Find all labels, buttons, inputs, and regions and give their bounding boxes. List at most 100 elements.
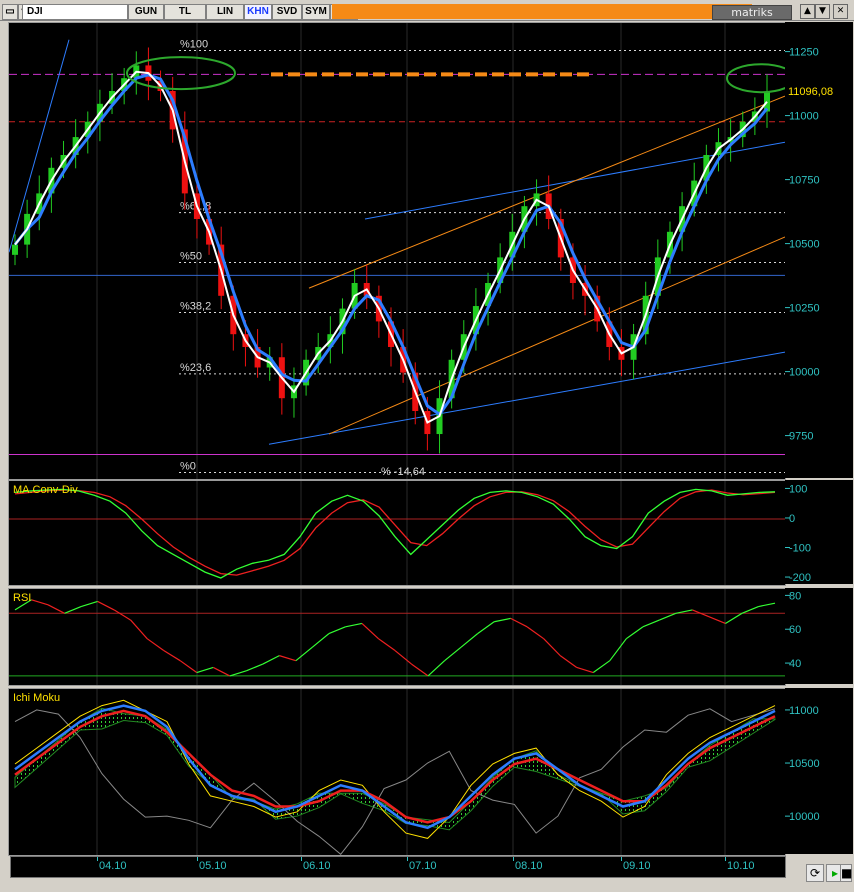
rsi-segment xyxy=(378,638,396,652)
date-tick xyxy=(725,857,726,861)
rsi-segment xyxy=(113,609,131,621)
y-tick-label: 10500 xyxy=(789,239,820,251)
rsi-title: RSI xyxy=(13,592,32,604)
rsi-segment xyxy=(345,622,363,628)
trend-lower xyxy=(328,236,786,435)
date-tick xyxy=(513,857,514,861)
y-tick-label: 10500 xyxy=(789,758,820,770)
macd-panel[interactable]: MA.Conv-Div xyxy=(8,480,786,586)
early-trend xyxy=(8,39,70,253)
ichimoku-title: Ichi Moku xyxy=(13,692,61,704)
ma-fast-line xyxy=(14,70,768,424)
brand-logo: matriks xyxy=(712,5,792,20)
rsi-segment xyxy=(758,602,776,608)
candle-body xyxy=(764,92,770,112)
toolbar-button-gun[interactable]: GUN xyxy=(128,4,164,20)
rsi-segment xyxy=(675,609,693,614)
min-percent-label: % -14,64 xyxy=(381,466,425,478)
rsi-segment xyxy=(47,604,65,614)
rsi-segment xyxy=(625,626,644,640)
y-tick-label: 80 xyxy=(789,590,801,602)
toolbar-button-sym[interactable]: SYM xyxy=(302,4,330,20)
y-tick-label: 10750 xyxy=(789,175,820,187)
toolbar-button-svd[interactable]: SVD xyxy=(272,4,302,20)
trend-upper xyxy=(308,95,786,289)
y-tick-label: -200 xyxy=(789,572,811,584)
rsi-segment xyxy=(31,599,49,606)
kijun-line xyxy=(14,709,776,824)
y-tick-label: 11000 xyxy=(789,111,819,123)
rsi-segment xyxy=(64,605,82,614)
ma-slow-line xyxy=(13,73,769,417)
rsi-segment xyxy=(295,646,313,662)
y-tick-label: 0 xyxy=(789,513,795,525)
date-tick-label: 09.10 xyxy=(623,860,651,872)
date-tick xyxy=(301,857,302,861)
rsi-segment xyxy=(725,612,743,624)
rsi-segment xyxy=(196,666,214,674)
rsi-segment xyxy=(411,663,429,677)
toolbar-button-lin[interactable]: LIN xyxy=(206,4,244,20)
fib-level-label: %23,6 xyxy=(180,362,211,374)
rsi-segment xyxy=(543,638,561,657)
rsi-segment xyxy=(609,638,627,662)
ichimoku-chart[interactable] xyxy=(9,689,785,856)
date-tick-label: 08.10 xyxy=(515,860,543,872)
date-tick xyxy=(97,857,98,861)
scroll-down-icon[interactable]: ▼ xyxy=(815,4,830,19)
rsi-segment xyxy=(163,650,181,662)
rsi-segment xyxy=(460,633,478,648)
rsi-chart[interactable] xyxy=(9,589,785,685)
price-axis: 9750 10000 10250 10500 10750 11000 11250 11096,… xyxy=(785,22,853,478)
rsi-segment xyxy=(229,670,247,677)
rsi-segment xyxy=(246,663,264,672)
rsi-segment xyxy=(328,626,346,635)
rsi-segment xyxy=(659,612,677,621)
rsi-segment xyxy=(708,616,726,625)
date-tick-label: 05.10 xyxy=(199,860,227,872)
y-tick-label: 11250 xyxy=(789,47,819,59)
date-tick xyxy=(407,857,408,861)
macd-axis: 100 0 -100 -200 xyxy=(785,480,853,584)
price-chart-panel[interactable]: %100%61,8%50%38,2%23,6%0% -14,64 xyxy=(8,22,796,480)
top-ellipse xyxy=(126,56,236,91)
fib-level-label: %0 xyxy=(180,460,196,472)
chikou-line xyxy=(14,708,776,856)
y-tick-label: 11000 xyxy=(789,705,819,717)
price-chart[interactable]: %100%61,8%50%38,2%23,6%0% -14,64 xyxy=(8,23,796,479)
y-tick-label: -100 xyxy=(789,543,811,555)
toolbar-button-khn[interactable]: KHN xyxy=(244,4,272,20)
rsi-segment xyxy=(526,626,545,640)
y-tick-label: 10250 xyxy=(789,303,820,315)
rsi-segment xyxy=(427,660,445,677)
rsi-segment xyxy=(510,617,528,628)
close-icon[interactable]: ✕ xyxy=(833,4,848,19)
ichimoku-panel[interactable]: Ichi Moku xyxy=(8,688,786,856)
refresh-icon[interactable]: ⟳ xyxy=(806,864,824,882)
rsi-segment xyxy=(494,617,511,623)
macd-signal-line xyxy=(14,489,776,576)
rsi-segment xyxy=(592,660,611,674)
go-icon[interactable]: ▸ xyxy=(826,864,844,882)
stop-icon[interactable]: ■ xyxy=(840,864,853,882)
current-ellipse xyxy=(726,63,796,94)
date-axis: 04.10 05.10 06.10 07.10 08.10 09.10 10.10 xyxy=(10,856,786,878)
macd-chart[interactable] xyxy=(9,481,785,585)
toolbar-button-tl[interactable]: TL xyxy=(164,4,206,20)
rsi-segment xyxy=(394,650,412,665)
menu-icon[interactable]: ▭ xyxy=(2,4,18,20)
rsi-segment xyxy=(559,655,578,668)
symbol-field[interactable]: DJI xyxy=(22,4,128,20)
rsi-segment xyxy=(97,600,115,611)
rsi-segment xyxy=(642,619,660,628)
rsi-segment xyxy=(80,600,98,608)
y-tick-label: 10000 xyxy=(789,811,820,823)
status-strip xyxy=(332,4,752,19)
date-tick-label: 04.10 xyxy=(99,860,127,872)
rsi-panel[interactable]: RSI xyxy=(8,588,786,686)
rsi-axis: 80 60 40 xyxy=(785,588,853,684)
scroll-up-icon[interactable]: ▲ xyxy=(800,4,815,19)
rsi-segment xyxy=(279,655,297,662)
y-tick-label: 100 xyxy=(789,483,807,495)
rsi-segment xyxy=(361,623,379,640)
